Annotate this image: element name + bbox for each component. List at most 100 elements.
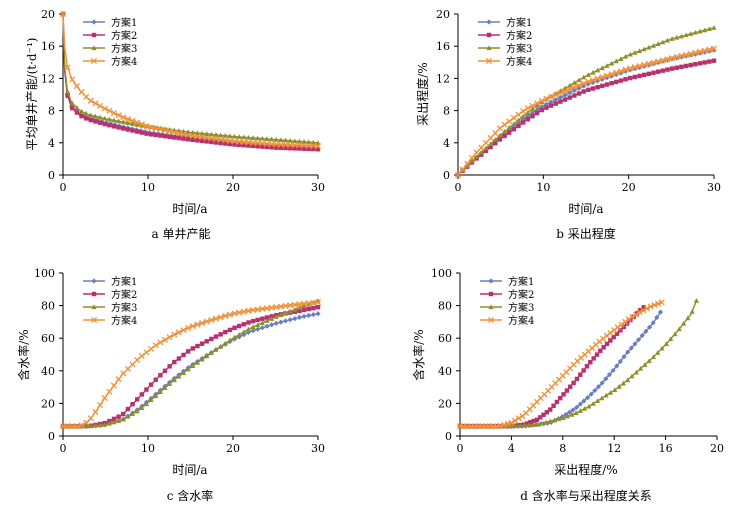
data-point (195, 343, 200, 349)
data-point (614, 363, 620, 369)
data-point (213, 334, 219, 339)
data-point (143, 123, 150, 130)
data-point (497, 132, 503, 138)
data-point (574, 404, 580, 411)
data-point (701, 47, 708, 54)
x-axis-label: 时间/a (568, 202, 603, 216)
data-point (204, 353, 210, 359)
data-point (655, 58, 662, 65)
data-point (208, 350, 214, 355)
data-point (641, 61, 648, 68)
y-tick-label: 0 (48, 169, 55, 182)
data-point (74, 105, 80, 110)
data-point (236, 332, 242, 337)
data-point (473, 149, 480, 156)
legend-marker (90, 316, 98, 324)
data-point (610, 367, 616, 374)
data-point (125, 127, 131, 132)
series-line (62, 13, 319, 147)
data-point (213, 347, 219, 352)
data-point (644, 305, 651, 312)
data-point (594, 352, 600, 357)
data-point (515, 415, 522, 422)
legend-label: 方案2 (506, 29, 532, 42)
legend-item: 方案4 (478, 55, 532, 68)
series-方案4 (456, 299, 665, 430)
data-point (650, 59, 657, 66)
data-point (510, 114, 517, 122)
data-point (314, 299, 322, 306)
data-point (240, 308, 247, 315)
data-point (301, 303, 307, 309)
data-point (301, 313, 307, 320)
data-point (87, 97, 94, 104)
data-point (217, 136, 224, 143)
data-point (65, 93, 70, 98)
data-point (213, 132, 219, 137)
y-tick-label: 8 (48, 105, 55, 118)
data-point (209, 139, 214, 145)
data-point (259, 320, 265, 325)
data-point (143, 401, 150, 406)
data-point (464, 160, 471, 167)
data-point (548, 99, 554, 105)
y-axis-label: 含水率/% (16, 329, 31, 380)
data-point (296, 305, 303, 310)
data-point (199, 341, 205, 346)
x-tick-label: 20 (710, 442, 724, 455)
data-point (263, 305, 271, 312)
data-point (129, 117, 136, 124)
legend-marker (488, 278, 494, 284)
data-point (306, 312, 312, 319)
data-point (88, 112, 94, 118)
data-point (637, 365, 644, 371)
data-point (282, 302, 289, 310)
data-point (185, 349, 191, 354)
data-point (595, 384, 602, 390)
data-point (688, 31, 694, 36)
legend-label: 方案3 (508, 301, 534, 314)
data-point (581, 368, 586, 373)
data-point (278, 312, 284, 318)
legend-item: 方案1 (83, 275, 137, 288)
data-point (650, 354, 657, 360)
legend-item: 方案1 (83, 16, 137, 29)
legend-marker (91, 19, 97, 25)
legend-marker (485, 57, 493, 65)
data-point (625, 349, 631, 355)
legend-item: 方案4 (480, 314, 534, 327)
data-point (628, 75, 633, 81)
data-point (696, 48, 704, 55)
data-point (259, 135, 265, 141)
x-tick-label: 8 (559, 442, 566, 455)
data-point (278, 145, 284, 151)
data-point (590, 86, 596, 91)
y-axis-label: 平均单井产能/(t·d⁻¹) (25, 38, 39, 151)
data-point (121, 411, 126, 417)
data-point (534, 421, 540, 427)
data-point (487, 134, 494, 142)
data-point (171, 377, 177, 383)
x-tick-label: 20 (226, 181, 240, 194)
data-point (138, 121, 145, 128)
data-point (287, 145, 293, 151)
y-tick-label: 80 (41, 300, 55, 313)
data-point (569, 412, 575, 417)
data-point (454, 171, 462, 179)
data-point (641, 46, 647, 52)
data-point (521, 422, 528, 428)
data-point (106, 420, 112, 426)
data-point (637, 73, 642, 79)
data-point (102, 115, 108, 121)
legend-marker (91, 304, 97, 310)
data-point (185, 132, 192, 139)
data-point (190, 137, 196, 143)
data-point (69, 76, 76, 83)
data-point (259, 325, 265, 331)
data-point (273, 137, 279, 142)
data-point (651, 70, 656, 75)
data-point (539, 420, 545, 426)
data-point (492, 130, 499, 137)
data-point (116, 125, 121, 130)
legend-item: 方案3 (83, 301, 137, 314)
